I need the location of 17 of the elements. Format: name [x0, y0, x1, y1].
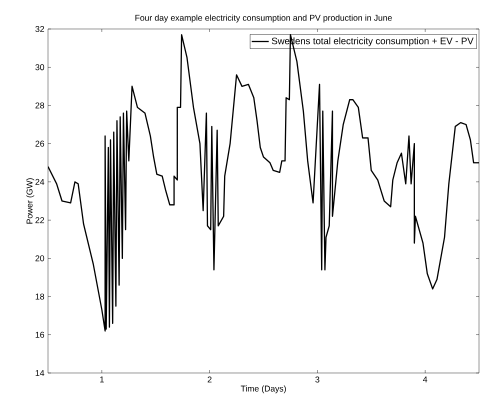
y-tick-label: 22 [35, 217, 44, 224]
x-tick-label: 1 [100, 376, 104, 382]
chart-title: Four day example electricity consumption and PV production in June [135, 14, 392, 22]
x-axis-title: Time (Days) [240, 385, 286, 394]
y-tick-label: 28 [35, 102, 44, 108]
y-axis-title: Power (GW) [26, 178, 34, 224]
y-tick-label: 32 [35, 26, 44, 32]
y-tick-label: 26 [35, 140, 44, 147]
y-tick-label: 24 [35, 178, 44, 185]
y-tick-label: 16 [36, 332, 44, 338]
x-tick-label: 3 [315, 376, 320, 383]
x-tick-label: 2 [208, 376, 212, 382]
y-tick-label: 30 [35, 64, 44, 70]
y-tick-label: 20 [35, 255, 44, 262]
y-tick-label: 14 [36, 370, 44, 376]
x-tick-label: 4 [422, 376, 428, 382]
y-tick-label: 18 [36, 294, 44, 300]
